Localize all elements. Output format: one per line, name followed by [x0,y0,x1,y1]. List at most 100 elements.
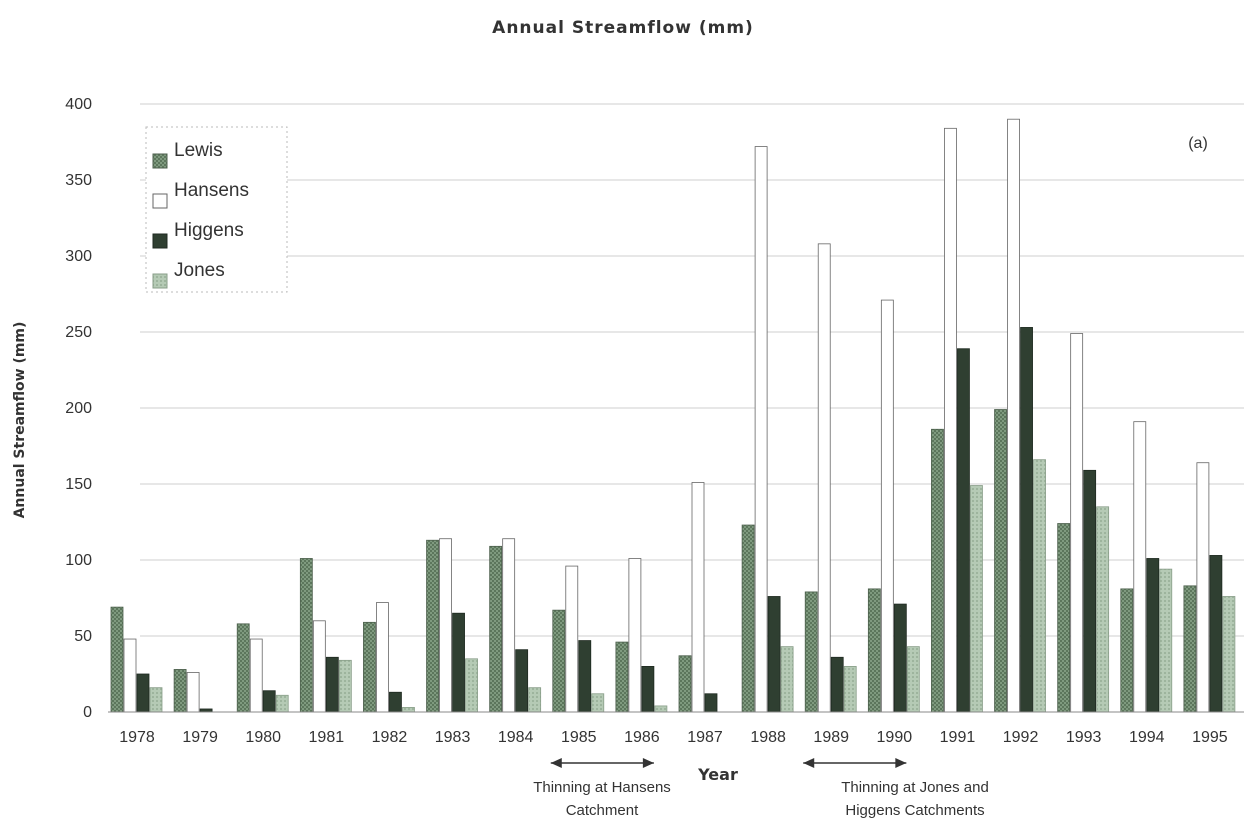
bar-lewis-1991 [931,428,944,713]
y-tick-label: 150 [65,476,92,493]
bar-lewis-1981 [299,558,313,713]
bar-higgens-1993 [1083,469,1097,713]
bar-lewis-1983 [426,539,439,713]
x-tick-label: 1986 [624,729,660,746]
jones-higgens-thinning-arrow-right [895,758,907,768]
bar-higgens-1992 [1020,327,1033,713]
bar-lewis-1989 [804,591,818,713]
bar-hansens-1982 [376,602,389,713]
x-tick-label: 1979 [182,729,218,746]
y-tick-label: 350 [65,172,92,189]
bar-lewis-1985 [552,609,566,713]
legend-box [145,126,288,293]
legend-label-jones: Jones [174,260,225,281]
bar-jones-1981 [338,659,352,713]
bar-higgens-1986 [641,666,655,713]
bar-lewis-1978 [110,606,124,713]
bar-lewis-1994 [1120,588,1134,713]
y-axis-label: Annual Streamflow (mm) [12,322,28,519]
bar-jones-1994 [1159,568,1173,713]
jones-higgens-thinning-label: Thinning at Jones and [841,779,989,796]
y-axis-ticks: 0 50 100 150 200 250 300 350 400 [65,96,92,721]
bar-higgens-1985 [578,640,592,713]
bar-hansens-1980 [249,638,263,713]
bar-lewis-1990 [867,588,881,713]
bar-lewis-1982 [363,621,376,713]
panel-label: (a) [1188,135,1208,152]
bar-hansens-1993 [1070,333,1084,713]
x-tick-label: 1984 [498,729,534,746]
bar-hansens-1987 [691,482,705,713]
legend: Lewis Hansens Higgens Jones [145,126,288,293]
hansens-thinning-label: Thinning at Hansens [533,779,671,796]
bar-jones-1978 [149,687,163,713]
bar-hansens-1995 [1196,462,1210,713]
x-tick-label: 1988 [750,729,786,746]
bar-higgens-1994 [1146,558,1160,713]
legend-label-lewis: Lewis [174,140,223,161]
x-tick-label: 1980 [245,729,281,746]
legend-label-higgens: Higgens [174,220,244,241]
annotations: Thinning at Hansens Catchment Thinning at … [533,758,989,819]
x-tick-label: 1989 [813,729,849,746]
hansens-thinning-arrow-right [642,758,654,768]
bar-lewis-1984 [489,545,503,713]
bar-higgens-1987 [704,693,718,713]
bar-hansens-1988 [754,146,768,713]
y-tick-label: 50 [74,628,92,645]
bar-jones-1985 [591,693,605,713]
bar-jones-1995 [1222,596,1236,713]
x-tick-label: 1991 [940,729,976,746]
bar-hansens-1979 [186,672,200,713]
x-tick-label: 1982 [372,729,408,746]
legend-label-hansens: Hansens [174,180,249,201]
x-tick-label: 1995 [1192,729,1228,746]
bar-higgens-1984 [515,649,529,713]
y-tick-label: 200 [65,400,92,417]
legend-swatch-jones [152,273,168,289]
bar-lewis-1995 [1183,585,1197,713]
bar-jones-1993 [1096,506,1110,713]
bar-higgens-1981 [325,656,339,713]
bar-hansens-1986 [628,558,642,713]
y-tick-label: 250 [65,324,92,341]
bar-higgens-1991 [957,348,970,713]
y-tick-label: 300 [65,248,92,265]
bar-jones-1988 [780,646,794,713]
x-tick-label: 1987 [687,729,723,746]
x-tick-label: 1978 [119,729,155,746]
bar-jones-1980 [275,694,289,713]
bar-lewis-1993 [1057,523,1071,713]
x-tick-label: 1993 [1066,729,1102,746]
bar-higgens-1978 [136,673,150,713]
bar-hansens-1994 [1133,421,1147,713]
bar-hansens-1991 [944,127,957,713]
bar-higgens-1983 [452,612,465,713]
bar-lewis-1987 [678,655,692,713]
bar-lewis-1980 [236,623,250,713]
bar-jones-1991 [970,485,983,713]
bar-higgens-1995 [1209,555,1223,713]
bar-higgens-1990 [893,603,907,713]
x-tick-label: 1981 [309,729,345,746]
bar-hansens-1989 [817,243,831,713]
bar-jones-1983 [465,658,478,713]
x-tick-label: 1983 [435,729,471,746]
x-tick-label: 1992 [1003,729,1039,746]
x-tick-label: 1990 [877,729,913,746]
bar-hansens-1978 [123,638,137,713]
bar-higgens-1982 [389,691,402,713]
jones-higgens-thinning-arrow-left [803,758,815,768]
bar-hansens-1992 [1007,118,1020,713]
bar-lewis-1992 [994,409,1007,713]
bar-higgens-1989 [830,656,844,713]
jones-higgens-thinning-label: Higgens Catchments [845,802,984,819]
bar-hansens-1985 [565,565,579,713]
legend-swatch-higgens [152,233,168,249]
bar-jones-1989 [843,666,857,713]
bar-jones-1992 [1033,459,1046,713]
bar-hansens-1983 [439,538,452,713]
x-tick-label: 1985 [561,729,597,746]
